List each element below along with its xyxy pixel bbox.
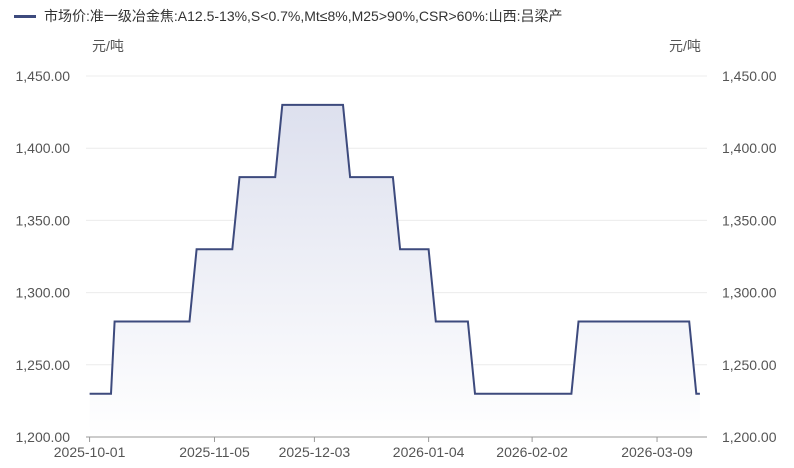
x-tick-label: 2025-10-01 <box>54 444 126 460</box>
y-tick-label-left: 1,350.00 <box>16 212 71 228</box>
y-tick-label-left: 1,300.00 <box>16 285 71 301</box>
series-area-fill <box>89 104 700 438</box>
legend-line-swatch <box>14 14 36 18</box>
y-tick-label-right: 1,200.00 <box>722 429 777 445</box>
y-tick-label-right: 1,250.00 <box>722 357 777 373</box>
x-tick-label: 2026-02-02 <box>496 444 568 460</box>
y-tick-label-right: 1,450.00 <box>722 68 777 84</box>
y-tick-label-left: 1,400.00 <box>16 140 71 156</box>
y-tick-label-left: 1,200.00 <box>16 429 71 445</box>
series-line <box>89 103 700 395</box>
x-tick-label: 2026-01-04 <box>393 444 465 460</box>
y-tick-label-right: 1,350.00 <box>722 212 777 228</box>
y-tick-label-left: 1,250.00 <box>16 357 71 373</box>
x-tick-label: 2025-12-03 <box>279 444 351 460</box>
y-tick-label-left: 1,450.00 <box>16 68 71 84</box>
x-tick-label: 2026-03-09 <box>621 444 693 460</box>
y-tick-label-right: 1,300.00 <box>722 285 777 301</box>
y-tick-label-right: 1,400.00 <box>722 140 777 156</box>
right-axis-unit: 元/吨 <box>669 38 701 54</box>
left-axis-unit: 元/吨 <box>92 38 124 54</box>
legend[interactable]: 市场价:准一级冶金焦:A12.5-13%,S<0.7%,Mt≤8%,M25>90… <box>14 6 562 26</box>
legend-label: 市场价:准一级冶金焦:A12.5-13%,S<0.7%,Mt≤8%,M25>90… <box>44 8 563 24</box>
x-tick-label: 2025-11-05 <box>179 444 250 460</box>
